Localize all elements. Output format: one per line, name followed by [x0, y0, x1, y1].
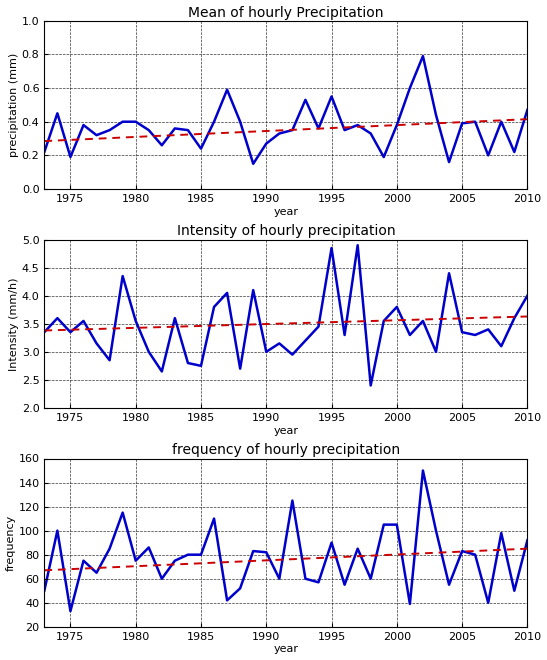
- X-axis label: year: year: [274, 207, 298, 216]
- Y-axis label: frequency: frequency: [5, 515, 15, 571]
- Title: Intensity of hourly precipitation: Intensity of hourly precipitation: [177, 224, 395, 238]
- X-axis label: year: year: [274, 644, 298, 655]
- Title: Mean of hourly Precipitation: Mean of hourly Precipitation: [188, 5, 383, 20]
- X-axis label: year: year: [274, 426, 298, 436]
- Y-axis label: Intensity (mm/h): Intensity (mm/h): [9, 277, 19, 370]
- Y-axis label: precipitation (mm): precipitation (mm): [9, 53, 19, 157]
- Title: frequency of hourly precipitation: frequency of hourly precipitation: [172, 444, 400, 457]
